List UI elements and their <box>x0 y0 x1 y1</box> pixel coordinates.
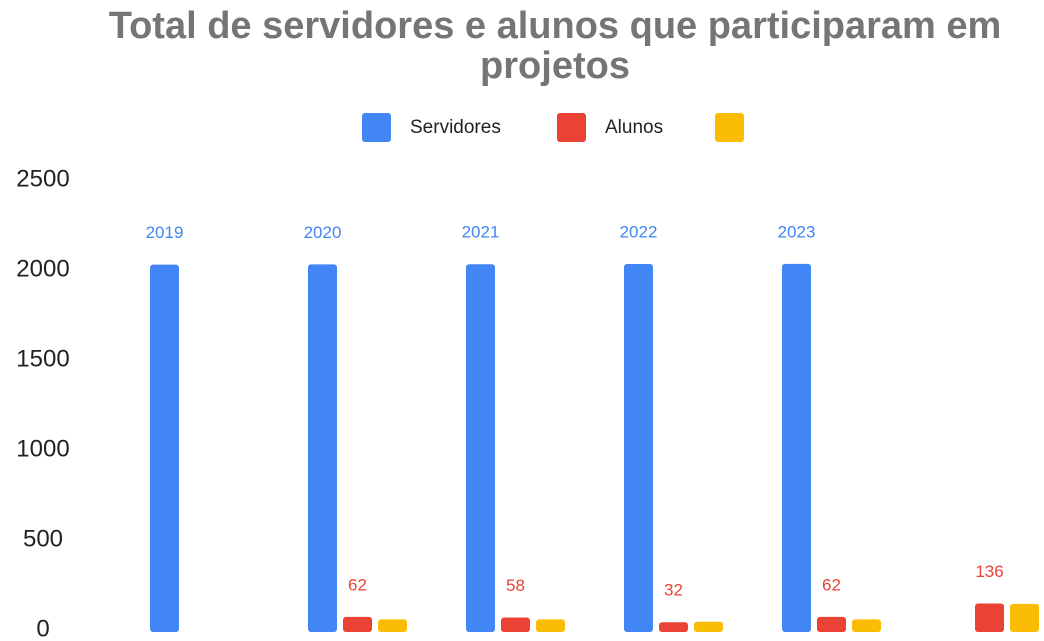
data-label: 2023 <box>778 222 816 241</box>
legend-label: Alunos <box>605 117 663 138</box>
bar <box>536 619 565 632</box>
bar <box>782 263 811 632</box>
bar <box>659 622 688 632</box>
data-label: 2022 <box>620 223 658 242</box>
y-tick-label: 2000 <box>16 255 69 282</box>
legend-label: Servidores <box>410 117 501 138</box>
data-label: 2021 <box>462 223 500 242</box>
legend-swatch <box>557 113 586 142</box>
bar <box>817 616 846 632</box>
legend-swatch <box>362 113 391 142</box>
data-label: 62 <box>348 575 367 594</box>
bar <box>150 264 179 632</box>
data-label: 136 <box>975 562 1003 581</box>
legend-swatch <box>715 113 744 142</box>
bar <box>852 619 881 632</box>
data-label: 62 <box>822 575 841 594</box>
bar <box>501 617 530 632</box>
y-tick-label: 0 <box>36 615 49 641</box>
bar <box>308 264 337 632</box>
bar <box>975 603 1004 632</box>
y-tick-label: 1000 <box>16 435 69 462</box>
bar <box>1010 603 1039 632</box>
chart-title: Total de servidores e alunos que partici… <box>108 5 1002 87</box>
bar <box>343 616 372 632</box>
y-tick-label: 1500 <box>16 345 69 372</box>
data-label: 58 <box>506 576 525 595</box>
data-label: 2020 <box>304 223 342 242</box>
data-label: 2019 <box>146 223 184 242</box>
y-tick-label: 2500 <box>16 165 69 192</box>
bar <box>378 619 407 632</box>
y-tick-label: 500 <box>23 525 63 552</box>
bar <box>694 621 723 632</box>
bar <box>466 264 495 632</box>
data-label: 32 <box>664 581 683 600</box>
bar <box>624 264 653 632</box>
